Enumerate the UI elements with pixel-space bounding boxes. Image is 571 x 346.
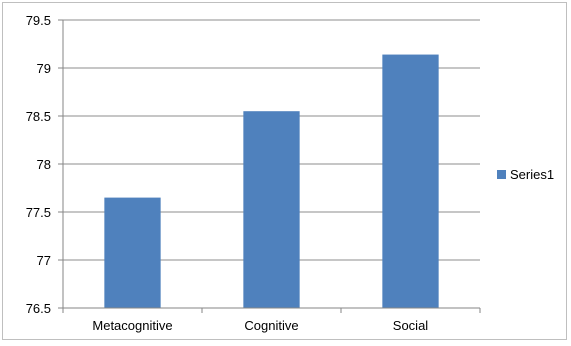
y-tick-label: 79.5 — [26, 13, 51, 28]
y-tick-label: 77 — [37, 253, 51, 268]
legend: Series1 — [497, 167, 554, 182]
bar-chart: 76.5 77 77.5 78 78.5 79 79.5 Metacognitive Cogni… — [26, 13, 554, 333]
x-tick-label: Social — [393, 318, 429, 333]
legend-label: Series1 — [510, 167, 554, 182]
axes — [58, 19, 481, 313]
x-tick-label: Cognitive — [244, 318, 298, 333]
y-tick-label: 76.5 — [26, 301, 51, 316]
bar-cognitive — [243, 111, 300, 308]
bars — [104, 54, 439, 309]
bar-metacognitive — [104, 197, 161, 308]
y-tick-label: 78 — [37, 157, 51, 172]
chart-frame: 76.5 77 77.5 78 78.5 79 79.5 Metacognitive Cogni… — [2, 2, 567, 340]
x-tick-label: Metacognitive — [92, 318, 172, 333]
tick-labels: 76.5 77 77.5 78 78.5 79 79.5 Metacognitive Cogni… — [26, 13, 429, 333]
y-tick-label: 78.5 — [26, 109, 51, 124]
y-tick-label: 77.5 — [26, 205, 51, 220]
bar-social — [382, 54, 439, 309]
legend-swatch — [497, 170, 506, 179]
y-tick-label: 79 — [37, 61, 51, 76]
